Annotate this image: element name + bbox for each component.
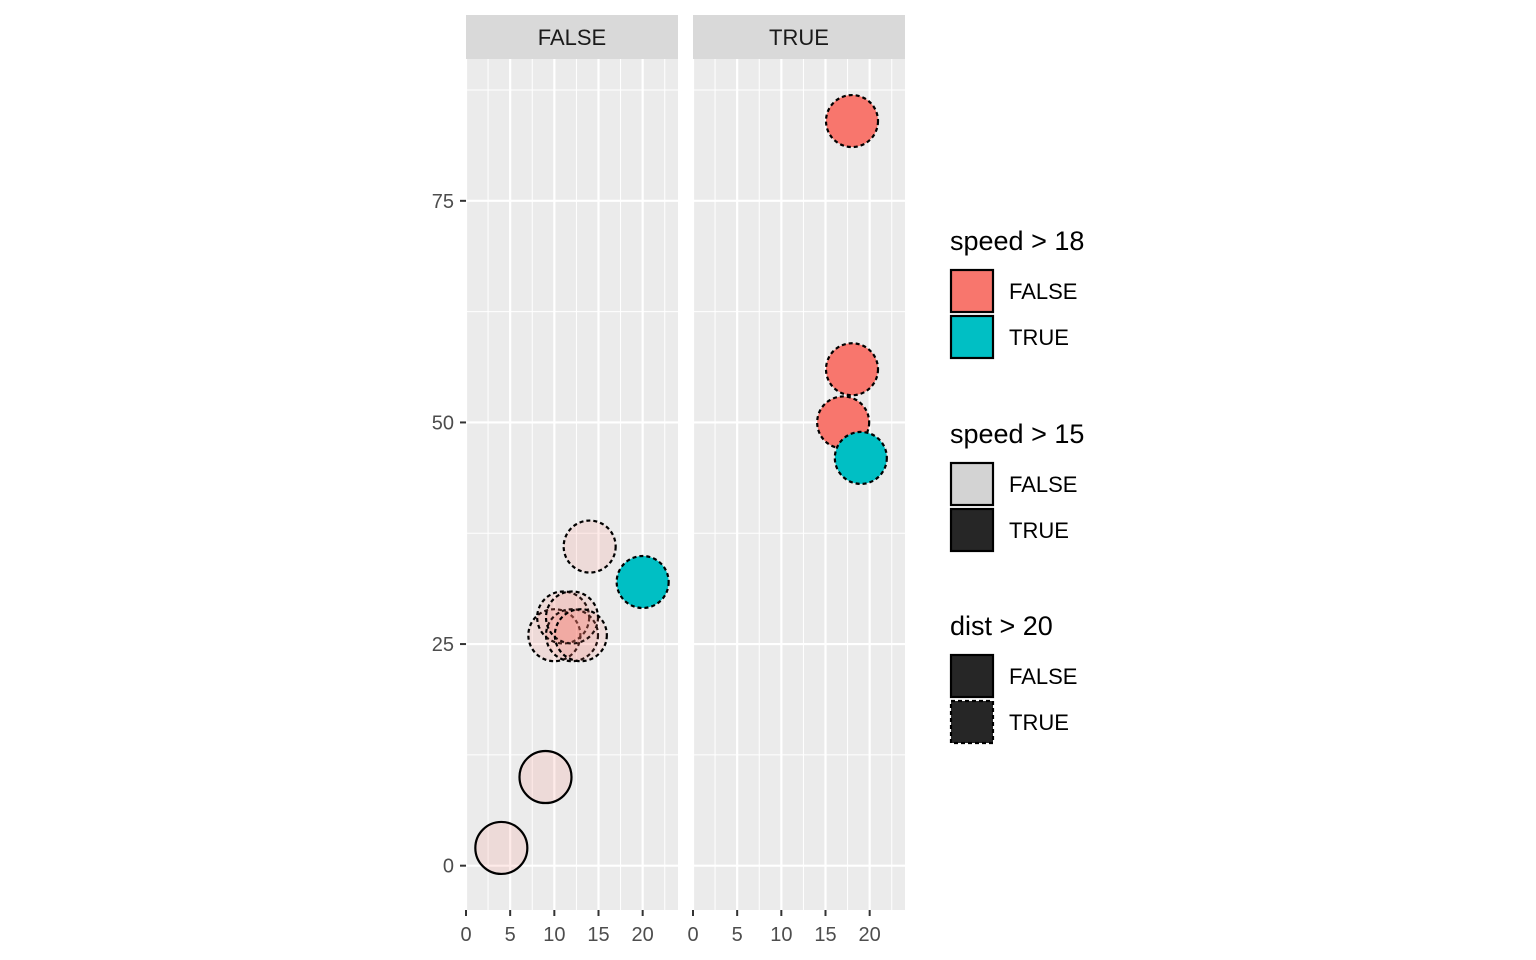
x-tick-label: 0 — [460, 924, 471, 946]
data-point — [562, 519, 617, 574]
legend-title: speed > 15 — [950, 419, 1084, 449]
x-tick-label: 10 — [543, 924, 565, 946]
data-point — [527, 608, 582, 663]
legend-key — [949, 461, 995, 507]
data-point — [824, 93, 880, 149]
legend-title: speed > 18 — [950, 226, 1084, 256]
panel-background — [693, 59, 905, 910]
data-point — [474, 820, 529, 876]
x-tick-label: 0 — [687, 924, 698, 946]
x-tick-label: 15 — [814, 924, 836, 946]
data-point — [544, 608, 600, 663]
legend-key — [949, 507, 995, 553]
legend-key — [949, 653, 995, 699]
facet-strip-label: TRUE — [769, 25, 829, 50]
data-point — [518, 749, 573, 805]
legend-key-label: FALSE — [1009, 664, 1077, 689]
facet-strip-label: FALSE — [538, 25, 606, 50]
facet-panel-false: FALSE 0 5 10 15 20 — [460, 15, 678, 946]
x-tick-label: 20 — [859, 924, 881, 946]
x-tick-label: 15 — [587, 924, 609, 946]
legend-key-label: FALSE — [1009, 472, 1077, 497]
data-point — [544, 590, 600, 645]
legend-key — [949, 268, 995, 314]
x-tick-label: 10 — [770, 924, 792, 946]
y-tick-label: 25 — [432, 634, 454, 656]
legend-key — [949, 314, 995, 360]
legend-3: dist > 20 FALSE TRUE — [949, 611, 1077, 745]
legend-title: dist > 20 — [950, 611, 1053, 641]
points-layer — [816, 93, 888, 486]
data-point — [824, 342, 880, 397]
y-tick-label: 75 — [432, 191, 454, 213]
y-tick-label: 0 — [443, 856, 454, 878]
legend-1: speed > 18 FALSE TRUE — [949, 226, 1084, 360]
legend-2: speed > 15 FALSE TRUE — [949, 419, 1084, 553]
legend-key-label: TRUE — [1009, 710, 1069, 735]
y-tick-label: 50 — [432, 412, 454, 434]
data-point — [553, 608, 608, 663]
x-tick-label: 5 — [505, 924, 516, 946]
data-point — [615, 554, 670, 610]
points-layer — [474, 519, 670, 876]
facet-strip — [466, 15, 678, 59]
data-point — [833, 430, 888, 486]
facet-strip — [693, 15, 905, 59]
legend-key-label: TRUE — [1009, 518, 1069, 543]
facet-panels: FALSE 0 5 10 15 20 TRUE 0 5 10 15 20 — [460, 15, 905, 946]
x-tick-label: 20 — [632, 924, 654, 946]
legend-key-label: FALSE — [1009, 279, 1077, 304]
x-tick-label: 5 — [732, 924, 743, 946]
facet-panel-true: TRUE 0 5 10 15 20 — [687, 15, 905, 946]
legend-key-label: TRUE — [1009, 325, 1069, 350]
y-axis: 0 25 50 75 — [432, 191, 466, 878]
legend-key — [949, 699, 995, 745]
